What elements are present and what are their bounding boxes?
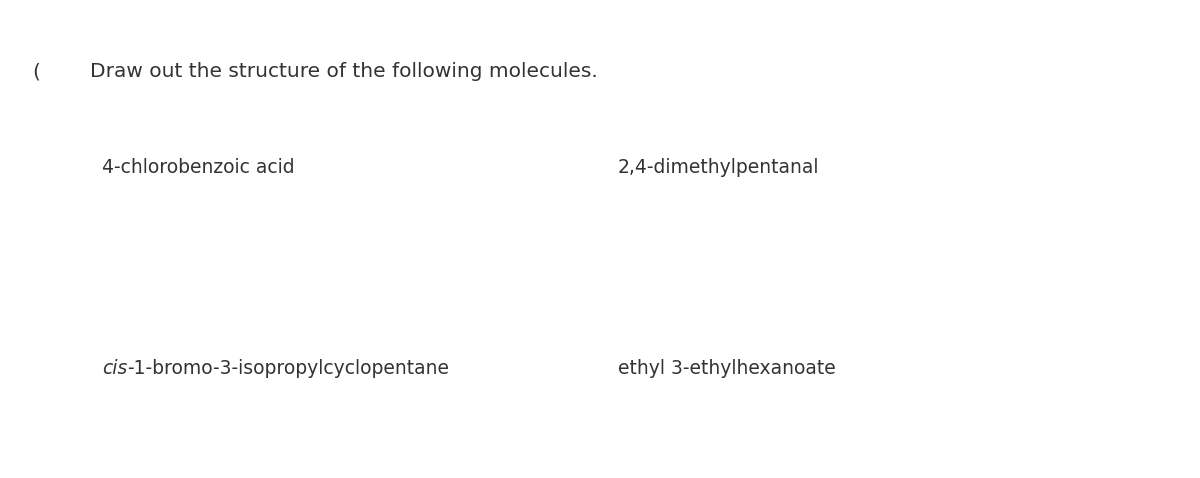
Text: ethyl 3-ethylhexanoate: ethyl 3-ethylhexanoate xyxy=(618,358,835,378)
Text: 2,4-dimethylpentanal: 2,4-dimethylpentanal xyxy=(618,158,820,177)
Text: (: ( xyxy=(32,62,41,81)
Text: Draw out the structure of the following molecules.: Draw out the structure of the following … xyxy=(90,62,598,81)
Text: 4-chlorobenzoic acid: 4-chlorobenzoic acid xyxy=(102,158,295,177)
Text: -1-bromo-3-isopropylcyclopentane: -1-bromo-3-isopropylcyclopentane xyxy=(127,358,449,378)
Text: cis: cis xyxy=(102,358,127,378)
